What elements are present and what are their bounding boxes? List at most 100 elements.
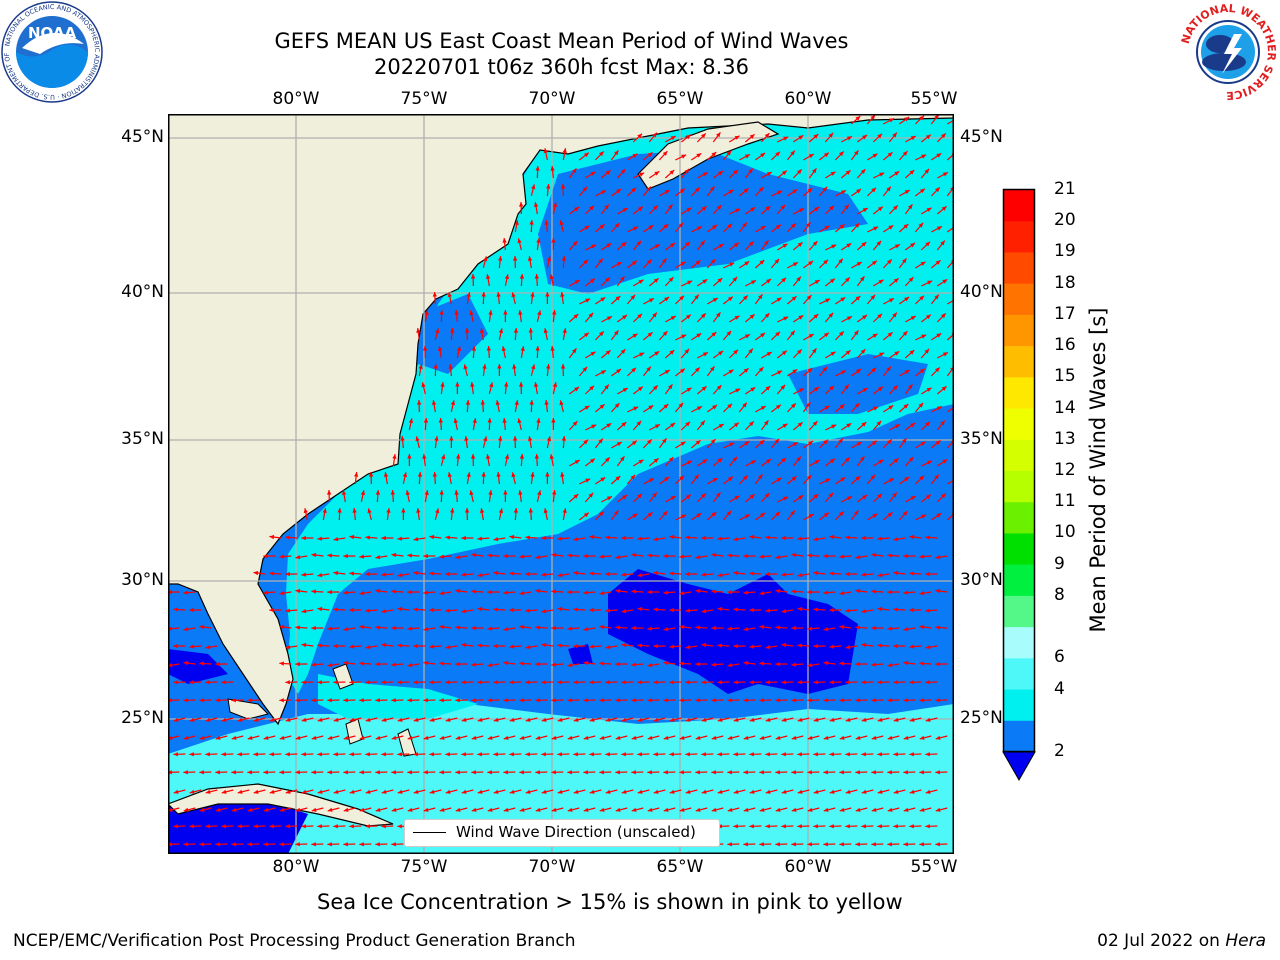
wind-wave-arrowhead [349, 607, 354, 613]
wind-wave-arrowhead [590, 351, 596, 356]
wind-wave-arrowhead [791, 735, 797, 740]
wind-wave-arrowhead [845, 571, 850, 577]
wind-wave-arrowhead [567, 698, 572, 703]
wind-wave-arrowhead [838, 438, 843, 444]
wind-wave-arrowhead [813, 752, 818, 757]
wind-wave-arrowhead [680, 261, 686, 266]
wind-wave-arrowhead [269, 571, 274, 576]
colorbar-segment [1004, 658, 1034, 691]
wind-wave-arrowhead [765, 535, 770, 540]
wind-wave-arrowhead [295, 588, 301, 594]
wind-wave-arrowhead [455, 698, 460, 703]
wind-wave-arrowhead [615, 296, 621, 301]
wind-wave-arrowhead [679, 770, 684, 775]
wind-wave-arrowhead [418, 364, 423, 370]
wind-wave-arrowhead [870, 114, 876, 120]
wind-wave-arrowhead [664, 477, 670, 482]
wind-wave-arrow [946, 439, 954, 449]
wind-wave-arrowhead [637, 133, 643, 139]
wind-wave-arrowhead [663, 590, 669, 595]
wind-wave-arrowhead [781, 717, 787, 722]
wind-wave-arrowhead [764, 313, 770, 318]
wind-wave-arrowhead [431, 400, 437, 405]
wind-wave-arrowhead [423, 418, 429, 423]
wind-wave-arrowhead [764, 240, 769, 246]
wind-wave-arrowhead [435, 328, 440, 334]
wind-wave-arrowhead [879, 352, 885, 357]
wind-wave-arrowhead [797, 606, 803, 612]
wind-wave-arrowhead [872, 333, 878, 338]
wind-wave-arrowhead [535, 698, 540, 703]
wind-wave-arrowhead [407, 589, 412, 595]
wind-wave-arrowhead [545, 472, 550, 477]
wind-wave-arrowhead [829, 458, 835, 464]
wind-wave-arrowhead [670, 423, 676, 428]
wind-wave-arrowhead [823, 152, 829, 158]
wind-wave-arrowhead [445, 789, 451, 794]
wind-wave-arrowhead [405, 490, 410, 496]
wind-wave-arrowhead [807, 698, 812, 703]
wind-wave-arrowhead [551, 552, 557, 558]
ocean-below-2s-patch [168, 649, 228, 684]
wind-wave-arrowhead [493, 643, 498, 649]
wind-wave-arrowhead [647, 589, 652, 595]
wind-wave-arrowhead [237, 752, 242, 757]
wind-wave-arrowhead [791, 476, 797, 481]
wind-wave-arrowhead [760, 153, 766, 158]
wind-wave-arrowhead [423, 770, 428, 775]
wind-wave-arrowhead [633, 406, 639, 411]
wind-wave-arrowhead [397, 572, 403, 578]
wind-wave-arrowhead [861, 242, 867, 247]
wind-wave-arrowhead [775, 661, 780, 667]
wind-wave-arrowhead [221, 752, 226, 757]
wind-wave-arrowhead [750, 460, 756, 465]
wind-wave-arrowhead [253, 752, 258, 757]
wind-wave-arrowhead [860, 456, 865, 462]
wind-wave-arrowhead [717, 680, 722, 685]
wind-wave-arrowhead [918, 222, 924, 228]
wind-wave-arrowhead [477, 606, 483, 612]
wind-wave-arrowhead [873, 226, 879, 231]
wind-wave-arrowhead [749, 241, 754, 247]
wind-wave-arrowhead [934, 114, 939, 120]
wind-wave-arrowhead [215, 698, 220, 703]
wind-wave-arrowhead [279, 842, 284, 847]
wind-wave-arrowhead [600, 190, 606, 195]
wind-wave-arrowhead [343, 770, 348, 775]
wind-wave-arrowhead [701, 572, 707, 577]
wind-wave-arrowhead [648, 405, 654, 410]
wind-wave-arrowhead [333, 824, 338, 829]
wind-wave-arrowhead [871, 589, 876, 594]
wind-wave-arrowhead [823, 770, 828, 775]
wind-wave-arrowhead [205, 644, 211, 650]
wind-wave-arrowhead [726, 330, 732, 336]
wind-wave-arrowhead [381, 789, 387, 794]
lat-label-right: 25°N [960, 708, 1003, 728]
wind-wave-arrowhead [887, 626, 893, 631]
wind-wave-arrowhead [678, 222, 684, 228]
wind-wave-arrowhead [541, 680, 546, 685]
wind-wave-arrowhead [887, 553, 892, 558]
wind-wave-arrowhead [189, 789, 195, 794]
wind-wave-arrowhead [517, 418, 522, 424]
wind-wave-arrowhead [333, 570, 339, 576]
wind-wave-arrowhead [855, 698, 860, 703]
land-cuba [168, 783, 394, 827]
wind-wave-arrowhead [471, 346, 477, 351]
wind-wave-arrowhead [728, 189, 734, 194]
wind-wave-arrowhead [670, 316, 676, 321]
wind-wave-arrowhead [327, 842, 332, 847]
wind-wave-arrowhead [839, 511, 844, 517]
wind-wave-arrowhead [509, 644, 515, 649]
wind-wave-arrowhead [872, 513, 878, 518]
wind-wave-arrowhead [888, 225, 894, 230]
wind-wave-arrowhead [471, 552, 477, 558]
wind-wave-arrowhead [541, 572, 547, 577]
wind-wave-arrowhead [441, 454, 446, 460]
wind-wave-arrowhead [359, 590, 365, 596]
wind-wave-arrowhead [871, 735, 877, 740]
wind-wave-arrowhead [825, 478, 831, 483]
wind-wave-arrowhead [910, 423, 916, 428]
wind-wave-arrowhead [407, 770, 412, 775]
wind-wave-arrowhead [502, 418, 507, 423]
